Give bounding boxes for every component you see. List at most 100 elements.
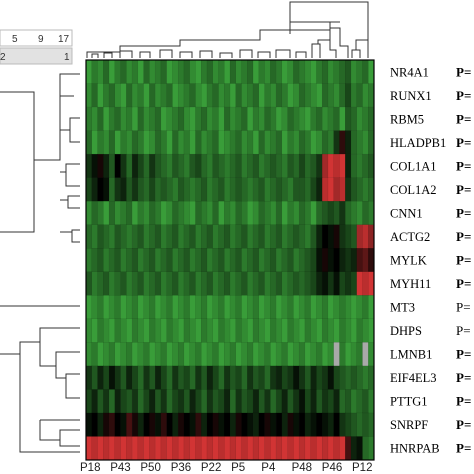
sample-label: P43	[110, 462, 130, 474]
heatmap-cell	[131, 295, 139, 320]
heatmap-cell	[143, 59, 150, 85]
heatmap-cell	[149, 271, 156, 296]
heatmap-cell	[114, 365, 122, 390]
heatmap-cell	[368, 200, 375, 226]
p-value-label: P=	[456, 182, 471, 197]
heatmap-cell	[91, 224, 99, 249]
heatmap-cell	[270, 200, 277, 226]
heatmap-cell	[137, 59, 145, 85]
heatmap-cell	[212, 295, 219, 320]
heatmap-cell	[114, 177, 122, 202]
heatmap-cell	[350, 106, 358, 132]
heatmap-cell	[177, 365, 185, 390]
heatmap-cell	[368, 130, 375, 155]
heatmap-cell	[252, 295, 260, 320]
heatmap-cell	[350, 412, 358, 437]
heatmap-cell	[97, 224, 104, 249]
column-dendrogram-branch	[199, 49, 307, 58]
heatmap-cell	[189, 365, 196, 390]
heatmap-cell	[97, 177, 104, 202]
heatmap-cell	[287, 177, 294, 202]
heatmap-cell	[287, 271, 294, 296]
heatmap-cell	[316, 412, 323, 437]
heatmap-cell	[304, 130, 312, 155]
heatmap-cell	[224, 436, 231, 461]
heatmap-cell	[120, 83, 127, 108]
heatmap-cell	[247, 271, 254, 296]
heatmap-cell	[160, 177, 168, 202]
heatmap-cell	[137, 200, 145, 226]
heatmap-cell	[108, 59, 116, 85]
heatmap-cell	[333, 106, 340, 132]
heatmap-cell	[327, 318, 335, 343]
heatmap-cell	[183, 224, 191, 249]
heatmap-cell	[177, 130, 185, 155]
heatmap-cell	[224, 248, 231, 273]
heatmap-cell	[293, 365, 300, 390]
heatmap-cell	[229, 436, 237, 461]
heatmap-cell	[258, 83, 266, 108]
heatmap-cell	[264, 436, 271, 461]
heatmap-cell	[206, 342, 214, 367]
heatmap-cell	[224, 83, 231, 108]
heatmap-cell	[298, 106, 306, 132]
heatmap-cell	[275, 365, 283, 390]
heatmap-cell	[85, 153, 93, 179]
column-dendrogram-branch	[86, 21, 340, 58]
heatmap-cell	[293, 271, 300, 296]
heatmap-cell	[120, 436, 127, 461]
heatmap-cell	[189, 200, 196, 226]
heatmap-cell	[275, 271, 283, 296]
heatmap-cell	[218, 200, 225, 226]
heatmap-cell	[362, 342, 369, 367]
heatmap-cell	[114, 106, 122, 132]
heatmap-cell	[160, 224, 168, 249]
heatmap-cell	[304, 365, 312, 390]
heatmap-cell	[108, 365, 116, 390]
heatmap-cell	[362, 224, 369, 249]
heatmap-cell	[252, 436, 260, 461]
heatmap-cell	[108, 153, 116, 179]
heatmap-cell	[103, 200, 110, 226]
heatmap-cell	[258, 389, 266, 414]
heatmap-cell	[137, 389, 145, 414]
heatmap-cell	[131, 248, 139, 273]
heatmap-cell	[345, 412, 352, 437]
heatmap-cell	[298, 389, 306, 414]
heatmap-cell	[91, 200, 99, 226]
heatmap-cell	[131, 365, 139, 390]
heatmap-cell	[126, 412, 133, 437]
heatmap-cell	[85, 224, 93, 249]
heatmap-cell	[362, 412, 369, 437]
heatmap-cell	[114, 224, 122, 249]
heatmap-cell	[368, 436, 375, 461]
heatmap-cell	[316, 106, 323, 132]
heatmap-cell	[120, 389, 127, 414]
heatmap-cell	[85, 271, 93, 296]
heatmap-cell	[85, 177, 93, 202]
heatmap-cell	[120, 224, 127, 249]
color-scale-top-band	[0, 29, 73, 47]
heatmap-cell	[143, 224, 150, 249]
heatmap-cell	[91, 153, 99, 179]
row-dendrogram-branch	[60, 117, 80, 143]
heatmap-cell	[362, 436, 369, 461]
heatmap-cell	[189, 318, 196, 343]
heatmap-cell	[264, 295, 271, 320]
heatmap-cell	[160, 153, 168, 179]
heatmap-cell	[252, 271, 260, 296]
heatmap-cell	[120, 130, 127, 155]
heatmap-cell	[321, 342, 329, 367]
heatmap-cell	[224, 271, 231, 296]
heatmap-cell	[304, 59, 312, 85]
heatmap-cell	[114, 342, 122, 367]
heatmap-cell	[304, 248, 312, 273]
heatmap-cell	[310, 200, 317, 226]
heatmap-cell	[160, 318, 168, 343]
heatmap-cell	[108, 295, 116, 320]
heatmap-cell	[137, 106, 145, 132]
heatmap-cell	[304, 177, 312, 202]
heatmap-cell	[275, 436, 283, 461]
heatmap-cell	[339, 295, 346, 320]
heatmap-cell	[339, 342, 346, 367]
